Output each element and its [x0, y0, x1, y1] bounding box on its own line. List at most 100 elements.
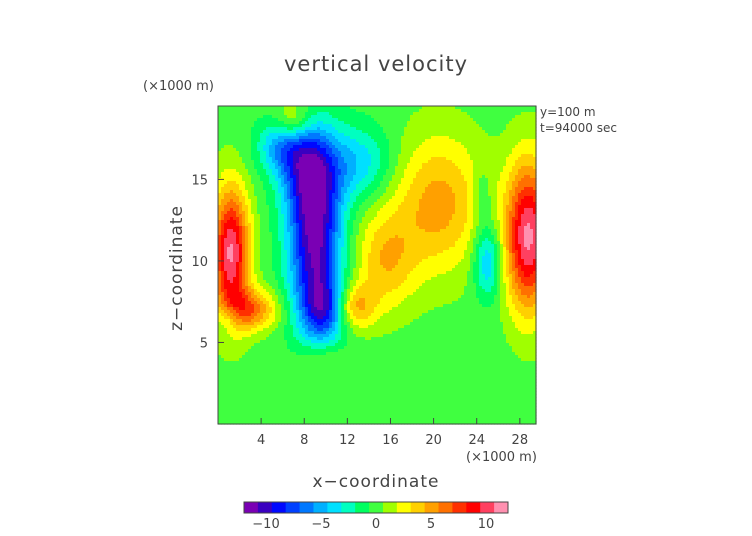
heatmap-cell: [248, 115, 252, 119]
heatmap-cell: [242, 106, 246, 110]
heatmap-cell: [380, 127, 384, 131]
heatmap-cell: [326, 121, 330, 125]
heatmap-cell: [500, 133, 504, 137]
heatmap-cell: [395, 127, 399, 131]
heatmap-cell: [509, 112, 513, 116]
heatmap-cell: [413, 118, 417, 122]
heatmap-cell: [467, 106, 471, 110]
heatmap-cell: [290, 106, 294, 110]
heatmap-cell: [368, 115, 372, 119]
heatmap-cell: [368, 139, 372, 143]
heatmap-cell: [515, 139, 519, 143]
heatmap-cell: [275, 130, 279, 134]
heatmap-cell: [221, 112, 225, 116]
heatmap-cell: [386, 142, 390, 146]
heatmap-cell: [500, 124, 504, 128]
heatmap-cell: [308, 124, 312, 128]
heatmap-cell: [374, 130, 378, 134]
heatmap-cell: [260, 136, 264, 140]
heatmap-cell: [497, 136, 501, 140]
heatmap-cell: [419, 133, 423, 137]
heatmap-cell: [530, 115, 534, 119]
heatmap-cell: [242, 145, 246, 149]
heatmap-cell: [236, 124, 240, 128]
heatmap-cell: [323, 106, 327, 110]
heatmap-cell: [497, 118, 501, 122]
heatmap-cell: [485, 127, 489, 131]
heatmap-cell: [470, 133, 474, 137]
heatmap-cell: [332, 121, 336, 125]
heatmap-cell: [314, 127, 318, 131]
heatmap-cell: [395, 133, 399, 137]
heatmap-cell: [392, 115, 396, 119]
heatmap-cell: [467, 118, 471, 122]
heatmap-cell: [482, 118, 486, 122]
heatmap-cell: [290, 109, 294, 113]
heatmap-cell: [467, 142, 471, 146]
heatmap-cell: [479, 127, 483, 131]
heatmap-cell: [482, 130, 486, 134]
heatmap-cell: [470, 121, 474, 125]
heatmap-cell: [503, 112, 507, 116]
heatmap-cell: [425, 109, 429, 113]
heatmap-cell: [299, 139, 303, 143]
heatmap-cell: [374, 139, 378, 143]
heatmap-cell: [476, 124, 480, 128]
heatmap-cell: [266, 139, 270, 143]
heatmap-cell: [332, 130, 336, 134]
heatmap-cell: [461, 124, 465, 128]
heatmap-cell: [338, 133, 342, 137]
heatmap-cell: [464, 127, 468, 131]
heatmap-cell: [506, 142, 510, 146]
heatmap-cell: [263, 133, 267, 137]
heatmap-cell: [359, 142, 363, 146]
heatmap-cell: [491, 133, 495, 137]
heatmap-cell: [278, 127, 282, 131]
heatmap-cell: [497, 121, 501, 125]
heatmap-cell: [437, 130, 441, 134]
heatmap-cell: [302, 133, 306, 137]
heatmap-cell: [341, 127, 345, 131]
heatmap-cell: [461, 112, 465, 116]
heatmap-cell: [464, 142, 468, 146]
heatmap-cell: [509, 139, 513, 143]
heatmap-cell: [428, 112, 432, 116]
heatmap-cell: [473, 115, 477, 119]
heatmap-cell: [524, 115, 528, 119]
heatmap-cell: [389, 127, 393, 131]
heatmap-cell: [263, 127, 267, 131]
heatmap-cell: [533, 139, 537, 143]
heatmap-cell: [488, 142, 492, 146]
heatmap-cell: [407, 121, 411, 125]
heatmap-cell: [455, 124, 459, 128]
heatmap-cell: [524, 121, 528, 125]
heatmap-cell: [494, 139, 498, 143]
heatmap-cell: [293, 142, 297, 146]
heatmap-cell: [503, 115, 507, 119]
heatmap-cell: [488, 118, 492, 122]
heatmap-cell: [332, 139, 336, 143]
heatmap-cell: [509, 115, 513, 119]
heatmap-cell: [293, 118, 297, 122]
heatmap-cell: [296, 121, 300, 125]
heatmap-cell: [503, 133, 507, 137]
heatmap-cell: [470, 118, 474, 122]
heatmap-cell: [485, 112, 489, 116]
heatmap-cell: [230, 121, 234, 125]
heatmap-cell: [317, 136, 321, 140]
heatmap-cell: [431, 106, 435, 110]
heatmap-cell: [362, 109, 366, 113]
heatmap-cell: [227, 142, 231, 146]
heatmap-cell: [344, 118, 348, 122]
heatmap-cell: [311, 121, 315, 125]
heatmap-cell: [485, 136, 489, 140]
heatmap-cell: [314, 142, 318, 146]
heatmap-cell: [245, 109, 249, 113]
heatmap-cell: [479, 115, 483, 119]
heatmap-cell: [485, 115, 489, 119]
heatmap-cell: [437, 127, 441, 131]
heatmap-cell: [419, 109, 423, 113]
heatmap-cell: [530, 106, 534, 110]
heatmap-cell: [416, 133, 420, 137]
heatmap-cell: [251, 142, 255, 146]
